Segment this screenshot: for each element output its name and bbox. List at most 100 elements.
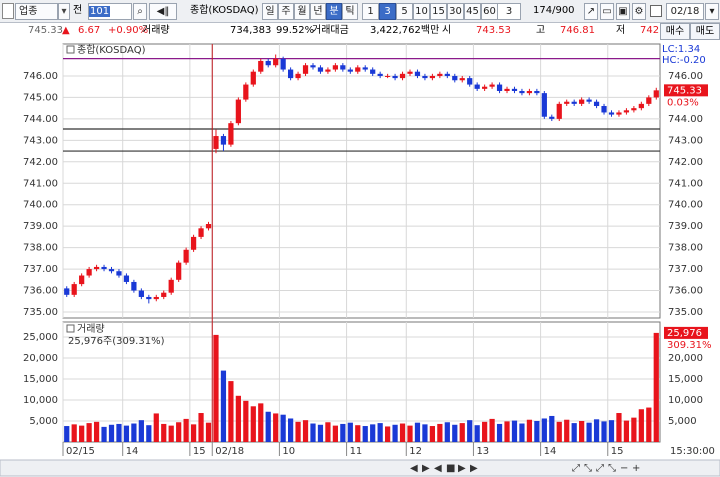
settings-button[interactable]: ⚙	[632, 3, 646, 20]
interval-button[interactable]: 15	[430, 3, 447, 20]
volume-bar	[489, 418, 495, 442]
scroll-button[interactable]: ▶	[470, 463, 478, 474]
change: 6.67	[78, 25, 101, 36]
low-label: 저	[616, 25, 626, 36]
period-button[interactable]: 년	[310, 3, 326, 20]
volume-info: 25,976주(309.31%)	[68, 336, 165, 347]
candle-body	[243, 84, 249, 100]
y-tick-label-right: 742.00	[668, 157, 703, 168]
volume-bar	[631, 417, 637, 442]
high: 746.81	[560, 25, 595, 36]
y-tick-label: 746.00	[23, 71, 58, 82]
x-tick-label: 11	[350, 446, 363, 457]
interval-button[interactable]: 60	[481, 3, 498, 20]
period-button[interactable]: 주	[278, 3, 294, 20]
y-tick-label-right: 743.00	[668, 135, 703, 146]
volume-bar	[452, 424, 458, 442]
scroll-button[interactable]: ▶	[422, 463, 430, 474]
scroll-button[interactable]: ▶	[458, 463, 466, 474]
volume-bar	[64, 426, 70, 442]
volume-bar	[586, 422, 592, 442]
price: 745.33	[28, 25, 63, 36]
volume-bar	[228, 381, 234, 442]
last-volume-tag	[664, 326, 708, 339]
candle-body	[564, 101, 570, 104]
volume-bar	[183, 418, 189, 442]
trade-button[interactable]: 매수	[660, 23, 690, 40]
volume-bar	[496, 423, 503, 442]
y-tick-label-right: 735.00	[668, 307, 703, 318]
volume-bar	[399, 423, 406, 442]
candle-body	[608, 112, 615, 115]
candle-body	[213, 136, 219, 149]
interval-button[interactable]: 3	[379, 3, 396, 20]
candle-body	[482, 86, 488, 89]
tool-button[interactable]: ↗	[584, 3, 598, 20]
candle-body	[489, 84, 495, 87]
scroll-button[interactable]: ◀	[434, 463, 442, 474]
candle-body	[280, 58, 286, 70]
candle-body	[444, 73, 450, 76]
volume-bar	[377, 423, 383, 442]
tool-button[interactable]: ▭	[600, 3, 614, 20]
volume-bar	[422, 424, 428, 442]
trade-button[interactable]: 매도	[690, 23, 720, 40]
candle-body	[638, 103, 644, 109]
candle-body	[332, 65, 338, 70]
menu-icon[interactable]	[2, 3, 14, 19]
scroll-button[interactable]: ■	[446, 463, 455, 474]
code-input[interactable]: 101	[88, 3, 132, 20]
period-button[interactable]: 월	[294, 3, 310, 20]
dropdown-arrow[interactable]: ▾	[58, 3, 70, 20]
candle-body	[198, 228, 204, 237]
sound-button[interactable]: ◀‖	[149, 3, 177, 20]
scroll-button[interactable]: ⤢	[572, 463, 580, 474]
interval-button[interactable]: 10	[413, 3, 430, 20]
volume-bar	[79, 425, 85, 442]
volume-bar	[213, 334, 219, 442]
save-button[interactable]: ▣	[616, 3, 630, 20]
scroll-button[interactable]: ⤡	[608, 463, 616, 474]
scroll-button[interactable]: ◀	[410, 463, 418, 474]
period-button[interactable]: 분	[326, 3, 342, 20]
scroll-button[interactable]: +	[632, 463, 640, 474]
candle-body	[250, 71, 256, 85]
candle-body	[228, 123, 234, 145]
volume-bar	[601, 421, 607, 442]
chart-title: 종합(KOSDAQ)	[77, 44, 146, 56]
volume-bar	[250, 406, 256, 442]
y-tick-label: 745.00	[23, 92, 58, 103]
volume-bar	[541, 418, 547, 442]
interval-button[interactable]: 1	[362, 3, 379, 20]
period-button[interactable]: 틱	[342, 3, 358, 20]
scroll-button[interactable]: ⤡	[584, 463, 592, 474]
interval-button[interactable]: 30	[447, 3, 464, 20]
low: 742.50	[640, 25, 675, 36]
candle-body	[392, 75, 398, 79]
scroll-button[interactable]: ⤢	[596, 463, 604, 474]
x-tick-label: 02/15	[66, 446, 95, 457]
candle-body	[138, 290, 144, 297]
count-select[interactable]: 3	[497, 3, 521, 20]
interval-button[interactable]: 45	[464, 3, 481, 20]
volume: 734,383	[230, 25, 272, 36]
volume-bar	[504, 421, 510, 442]
period-button[interactable]: 일	[262, 3, 278, 20]
candle-body	[631, 108, 637, 111]
time-label: 15:30:00	[670, 446, 715, 457]
market-select[interactable]: 업종	[15, 3, 58, 20]
candle-body	[616, 112, 622, 115]
candle-body	[467, 78, 473, 85]
search-button[interactable]: ⌕	[133, 3, 147, 20]
volume-bar	[93, 421, 100, 442]
volume-bar	[564, 419, 570, 442]
date-input[interactable]: 02/18	[666, 3, 704, 20]
candle-body	[586, 99, 592, 102]
volume-ratio: 99.52%	[276, 25, 315, 36]
candle-body	[556, 103, 562, 119]
checkbox[interactable]	[650, 5, 662, 17]
calendar-button[interactable]: ▾	[705, 3, 719, 20]
scroll-button[interactable]: −	[620, 463, 628, 474]
candle-body	[310, 65, 316, 68]
interval-button[interactable]: 5	[396, 3, 413, 20]
